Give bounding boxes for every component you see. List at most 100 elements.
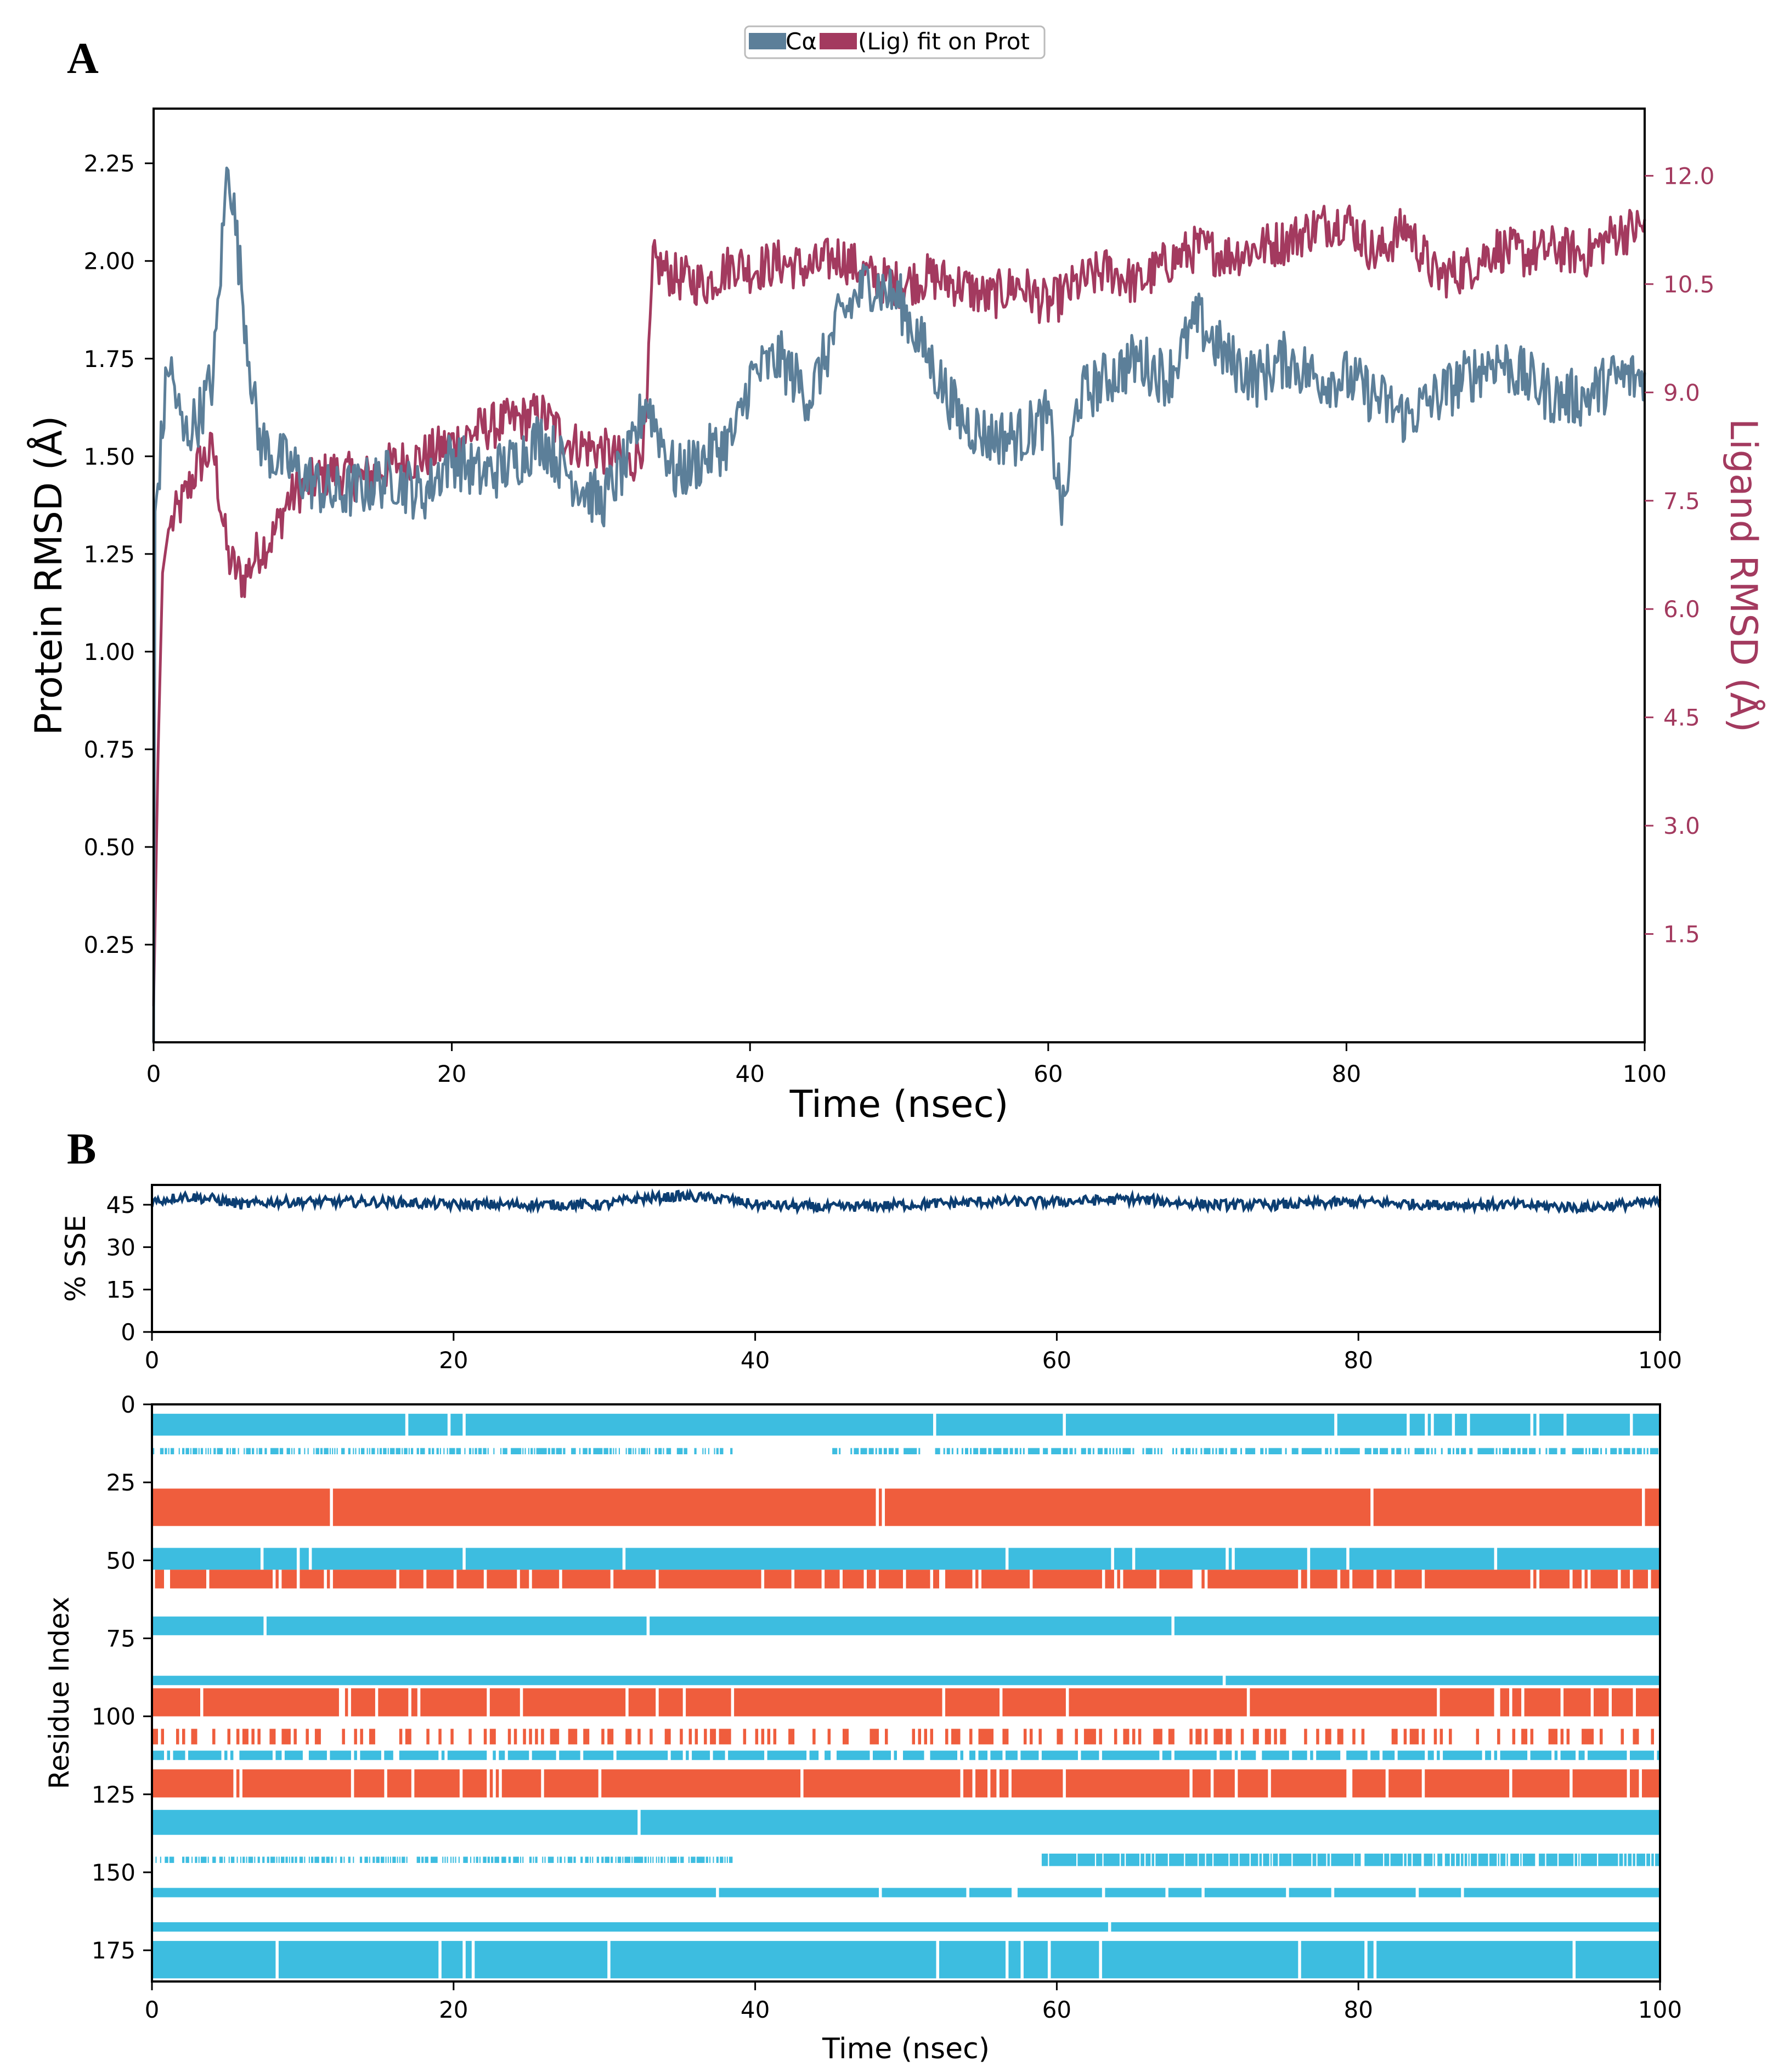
helix-segment: [1274, 1729, 1277, 1744]
strand-band: [152, 1675, 1660, 1685]
strand-segment: [348, 1448, 351, 1454]
strand-segment: [1470, 1414, 1531, 1436]
strand-segment: [663, 1448, 664, 1454]
strand-segment: [295, 1856, 297, 1863]
strand-segment: [355, 1448, 357, 1454]
helix-segment: [764, 1569, 792, 1589]
strand-segment: [1263, 1853, 1269, 1866]
strand-segment: [1424, 1853, 1433, 1866]
helix-segment: [1057, 1729, 1063, 1744]
strand-segment: [1382, 1751, 1395, 1760]
strand-segment: [980, 1448, 987, 1454]
strand-segment: [304, 1856, 306, 1863]
helix-segment: [1117, 1569, 1120, 1589]
strand-segment: [1373, 1448, 1378, 1454]
strand-segment: [335, 1856, 337, 1863]
strand-segment: [603, 1448, 608, 1454]
strand-segment: [372, 1856, 375, 1863]
strand-segment: [1619, 1853, 1623, 1866]
strand-segment: [593, 1448, 603, 1454]
strand-segment: [592, 1856, 594, 1863]
strand-segment: [714, 1448, 715, 1454]
strand-segment: [1145, 1448, 1153, 1454]
strand-segment: [1447, 1448, 1451, 1454]
strand-segment: [1229, 1853, 1239, 1866]
helix-segment: [529, 1729, 532, 1744]
strand-segment: [364, 1856, 368, 1863]
strand-segment: [547, 1856, 554, 1863]
strand-segment: [1443, 1751, 1482, 1760]
helix-segment: [1651, 1569, 1660, 1589]
strand-segment: [329, 1448, 331, 1454]
strand-segment: [613, 1448, 614, 1454]
legend-swatch-protein: [749, 33, 786, 49]
strand-segment: [226, 1448, 229, 1454]
helix-segment: [513, 1729, 517, 1744]
strand-segment: [903, 1751, 924, 1760]
strand-segment: [1592, 1448, 1599, 1454]
helix-segment: [161, 1729, 164, 1744]
helix-segment: [354, 1729, 357, 1744]
helix-segment: [351, 1688, 375, 1717]
strand-segment: [624, 1856, 631, 1863]
strand-segment: [483, 1448, 487, 1454]
helix-segment: [1099, 1729, 1102, 1744]
strand-segment: [1643, 1448, 1645, 1454]
strand-segment: [1576, 1941, 1660, 1979]
strand-segment: [1578, 1751, 1585, 1760]
strand-segment: [1391, 1448, 1395, 1454]
helix-band: [155, 1569, 1660, 1589]
helix-segment: [686, 1688, 731, 1717]
helix-segment: [1310, 1569, 1337, 1589]
strand-segment: [1225, 1448, 1227, 1454]
helix-segment: [1192, 1769, 1211, 1798]
strand-segment: [152, 1548, 261, 1570]
helix-segment: [990, 1769, 997, 1798]
strand-segment: [1655, 1853, 1660, 1866]
strand-segment: [1444, 1853, 1450, 1866]
helix-segment: [794, 1569, 822, 1589]
strand-segment: [605, 1856, 609, 1863]
strand-segment: [232, 1448, 236, 1454]
strand-segment: [633, 1448, 634, 1454]
strand-segment: [402, 1856, 405, 1863]
strand-segment: [449, 1448, 455, 1454]
strand-segment: [399, 1751, 439, 1760]
strand-segment: [205, 1448, 207, 1454]
x-tick-label: 0: [145, 1347, 160, 1374]
helix-segment: [562, 1569, 611, 1589]
strand-segment: [1051, 1448, 1062, 1454]
strand-segment: [312, 1548, 463, 1570]
helix-segment: [1572, 1769, 1627, 1798]
strand-segment: [411, 1448, 414, 1454]
strand-segment: [420, 1448, 425, 1454]
strand-segment: [1605, 1448, 1607, 1454]
strand-segment: [239, 1751, 273, 1760]
strand-segment: [1192, 1448, 1194, 1454]
helix-segment: [1533, 1569, 1537, 1589]
strand-segment: [442, 1856, 444, 1863]
strand-segment: [1413, 1853, 1421, 1866]
strand-segment: [635, 1448, 636, 1454]
strand-segment: [348, 1856, 351, 1863]
helix-segment: [945, 1729, 949, 1744]
strand-segment: [868, 1448, 874, 1454]
helix-segment: [438, 1729, 442, 1744]
strand-segment: [478, 1448, 482, 1454]
strand-segment: [666, 1448, 671, 1454]
helix-segment: [637, 1729, 641, 1744]
strand-segment: [458, 1856, 460, 1863]
strand-segment: [535, 1856, 538, 1863]
helix-segment: [1301, 1569, 1307, 1589]
strand-segment: [276, 1856, 278, 1863]
strand-segment: [1109, 1448, 1111, 1454]
strand-segment: [1478, 1853, 1488, 1866]
strand-segment: [501, 1856, 506, 1863]
strand-segment: [1390, 1853, 1403, 1866]
strand-band: [152, 1751, 1660, 1760]
helix-segment: [152, 1769, 234, 1798]
helix-segment: [541, 1729, 544, 1744]
strand-segment: [1087, 1448, 1091, 1454]
strand-segment: [416, 1856, 420, 1863]
strand-segment: [1633, 1853, 1635, 1866]
